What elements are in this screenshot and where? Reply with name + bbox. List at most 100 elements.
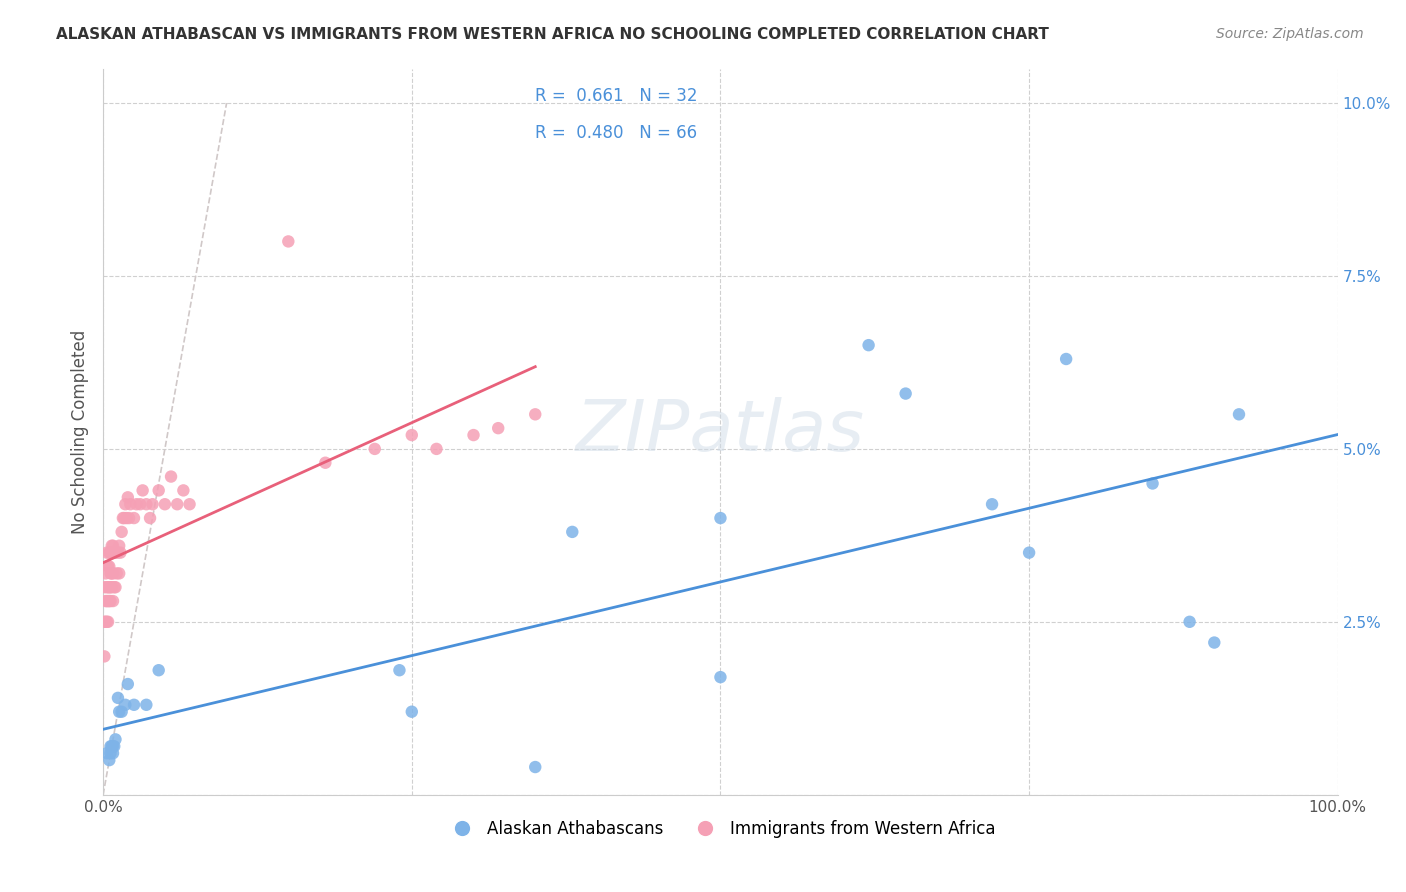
Point <box>1054 351 1077 366</box>
Point <box>101 566 124 581</box>
Point <box>160 469 183 483</box>
Point <box>1018 546 1040 560</box>
Point <box>97 580 120 594</box>
Point <box>100 739 122 754</box>
Point <box>97 615 120 629</box>
Point <box>364 442 387 456</box>
Point <box>94 594 117 608</box>
Point <box>93 580 115 594</box>
Point <box>114 497 136 511</box>
Point <box>100 739 122 754</box>
Point <box>153 497 176 511</box>
Point <box>388 663 411 677</box>
Point <box>97 559 120 574</box>
Point <box>894 386 917 401</box>
Point <box>96 546 118 560</box>
Point <box>107 690 129 705</box>
Point <box>135 497 157 511</box>
Point <box>148 483 170 498</box>
Point <box>93 649 115 664</box>
Point <box>111 705 134 719</box>
Point <box>129 497 152 511</box>
Point <box>108 705 131 719</box>
Text: Source: ZipAtlas.com: Source: ZipAtlas.com <box>1216 27 1364 41</box>
Y-axis label: No Schooling Completed: No Schooling Completed <box>72 329 89 533</box>
Point <box>277 235 299 249</box>
Point <box>709 670 731 684</box>
Point <box>463 428 485 442</box>
Point <box>125 497 148 511</box>
Point <box>112 511 135 525</box>
Point <box>709 511 731 525</box>
Point <box>858 338 880 352</box>
Point <box>108 566 131 581</box>
Point <box>100 580 122 594</box>
Point <box>117 491 139 505</box>
Text: ALASKAN ATHABASCAN VS IMMIGRANTS FROM WESTERN AFRICA NO SCHOOLING COMPLETED CORR: ALASKAN ATHABASCAN VS IMMIGRANTS FROM WE… <box>56 27 1049 42</box>
Point <box>524 760 547 774</box>
Point <box>100 566 122 581</box>
Point <box>105 566 128 581</box>
Point <box>117 677 139 691</box>
Point <box>104 580 127 594</box>
Point <box>94 566 117 581</box>
Point <box>561 524 583 539</box>
Point <box>1227 407 1250 421</box>
Point <box>103 580 125 594</box>
Point <box>101 746 124 760</box>
Point <box>139 511 162 525</box>
Point <box>100 746 122 760</box>
Point <box>114 698 136 712</box>
Point <box>98 559 121 574</box>
Point <box>93 615 115 629</box>
Point <box>98 580 121 594</box>
Point <box>179 497 201 511</box>
Point <box>148 663 170 677</box>
Point <box>1204 635 1226 649</box>
Point <box>401 705 423 719</box>
Point <box>101 539 124 553</box>
Point <box>115 511 138 525</box>
Point <box>96 594 118 608</box>
Point <box>1142 476 1164 491</box>
Point <box>110 546 132 560</box>
Point <box>486 421 509 435</box>
Point <box>104 732 127 747</box>
Point <box>107 546 129 560</box>
Point <box>425 442 447 456</box>
Point <box>100 546 122 560</box>
Point <box>100 566 122 581</box>
Point <box>98 546 121 560</box>
Point <box>524 407 547 421</box>
Point <box>100 580 122 594</box>
Point <box>96 615 118 629</box>
Point <box>131 483 153 498</box>
Point <box>111 511 134 525</box>
Point <box>96 746 118 760</box>
Point <box>111 524 134 539</box>
Legend: Alaskan Athabascans, Immigrants from Western Africa: Alaskan Athabascans, Immigrants from Wes… <box>439 814 1002 845</box>
Point <box>98 753 121 767</box>
Point <box>122 698 145 712</box>
Point <box>120 497 142 511</box>
Point <box>101 739 124 754</box>
Point <box>101 594 124 608</box>
Point <box>98 594 121 608</box>
Point <box>1178 615 1201 629</box>
Point <box>100 594 122 608</box>
Point <box>314 456 336 470</box>
Point <box>97 594 120 608</box>
Point <box>135 698 157 712</box>
Point <box>104 546 127 560</box>
Point <box>172 483 194 498</box>
Point <box>96 580 118 594</box>
Text: ZIPatlas: ZIPatlas <box>576 397 865 467</box>
Point <box>103 739 125 754</box>
Point <box>122 511 145 525</box>
Point <box>103 546 125 560</box>
Point <box>141 497 163 511</box>
Point <box>981 497 1004 511</box>
Text: R =  0.480   N = 66: R = 0.480 N = 66 <box>536 123 697 142</box>
Point <box>94 615 117 629</box>
Point <box>100 539 122 553</box>
